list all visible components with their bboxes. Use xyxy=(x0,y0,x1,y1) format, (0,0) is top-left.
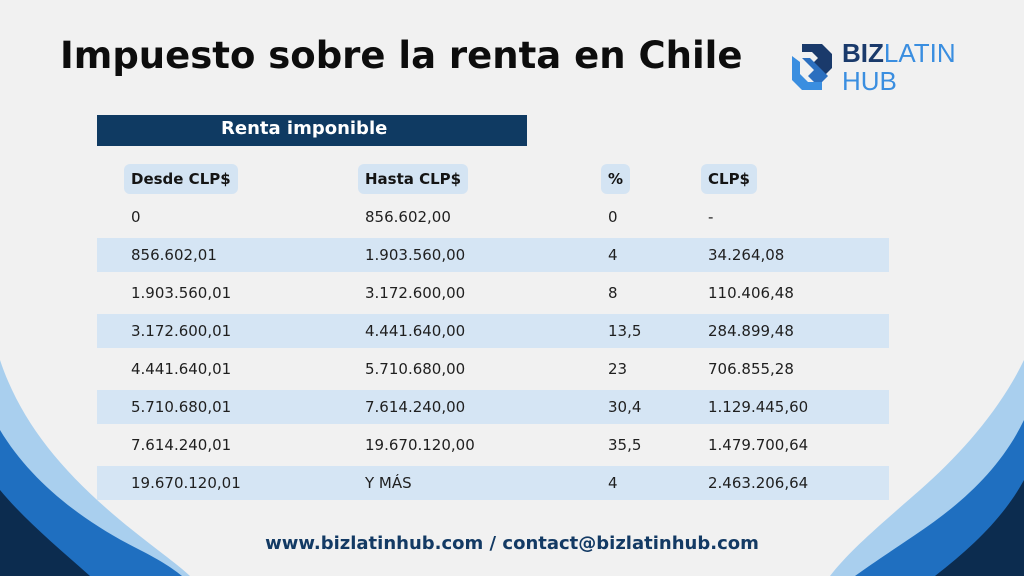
section-header-bar: Renta imponible xyxy=(97,115,527,146)
cell-percent: 13,5 xyxy=(608,322,642,340)
table-row: 5.710.680,01 7.614.240,00 30,4 1.129.445… xyxy=(97,390,889,424)
bizlatinhub-logo: BIZLATIN HUB xyxy=(788,38,978,98)
table-row: 1.903.560,01 3.172.600,00 8 110.406,48 xyxy=(97,276,889,310)
cell-hasta: 4.441.640,00 xyxy=(365,322,466,340)
table-row: 4.441.640,01 5.710.680,00 23 706.855,28 xyxy=(97,352,889,386)
cell-percent: 4 xyxy=(608,474,618,492)
column-header-desde: Desde CLP$ xyxy=(124,164,238,194)
cell-percent: 0 xyxy=(608,208,618,226)
table-row: 3.172.600,01 4.441.640,00 13,5 284.899,4… xyxy=(97,314,889,348)
cell-clp: - xyxy=(708,208,714,226)
table-row: 19.670.120,01 Y MÁS 4 2.463.206,64 xyxy=(97,466,889,500)
cell-hasta: Y MÁS xyxy=(365,474,412,492)
cell-desde: 19.670.120,01 xyxy=(131,474,241,492)
cell-clp: 706.855,28 xyxy=(708,360,794,378)
cell-desde: 1.903.560,01 xyxy=(131,284,232,302)
cell-hasta: 19.670.120,00 xyxy=(365,436,475,454)
cell-desde: 0 xyxy=(131,208,141,226)
column-header-percent: % xyxy=(601,164,631,194)
column-header-clp: CLP$ xyxy=(701,164,757,194)
cell-hasta: 856.602,00 xyxy=(365,208,451,226)
cell-percent: 23 xyxy=(608,360,628,378)
cell-clp: 2.463.206,64 xyxy=(708,474,809,492)
logo-hub-text: HUB xyxy=(842,66,897,96)
column-header-hasta: Hasta CLP$ xyxy=(358,164,469,194)
cell-percent: 4 xyxy=(608,246,618,264)
logo-mark-icon xyxy=(792,44,832,90)
cell-clp: 284.899,48 xyxy=(708,322,794,340)
table-row: 0 856.602,00 0 - xyxy=(97,200,889,234)
table-row: 856.602,01 1.903.560,00 4 34.264,08 xyxy=(97,238,889,272)
footer-contact[interactable]: www.bizlatinhub.com / contact@bizlatinhu… xyxy=(265,533,759,554)
cell-hasta: 3.172.600,00 xyxy=(365,284,466,302)
cell-hasta: 5.710.680,00 xyxy=(365,360,466,378)
cell-desde: 856.602,01 xyxy=(131,246,217,264)
logo-wordmark-line1: BIZLATIN xyxy=(842,40,956,66)
page-title: Impuesto sobre la renta en Chile xyxy=(60,34,743,77)
cell-hasta: 1.903.560,00 xyxy=(365,246,466,264)
logo-biz-text: BIZ xyxy=(842,38,884,68)
tax-table: 0 856.602,00 0 - 856.602,01 1.903.560,00… xyxy=(97,200,889,504)
table-row: 7.614.240,01 19.670.120,00 35,5 1.479.70… xyxy=(97,428,889,462)
logo-latin-text: LATIN xyxy=(883,38,956,68)
cell-hasta: 7.614.240,00 xyxy=(365,398,466,416)
cell-percent: 35,5 xyxy=(608,436,642,454)
cell-desde: 7.614.240,01 xyxy=(131,436,232,454)
logo-wordmark-line2: HUB xyxy=(842,68,897,94)
cell-percent: 30,4 xyxy=(608,398,642,416)
section-header-label: Renta imponible xyxy=(221,118,388,139)
cell-clp: 1.129.445,60 xyxy=(708,398,809,416)
cell-desde: 4.441.640,01 xyxy=(131,360,232,378)
cell-desde: 3.172.600,01 xyxy=(131,322,232,340)
cell-desde: 5.710.680,01 xyxy=(131,398,232,416)
cell-percent: 8 xyxy=(608,284,618,302)
cell-clp: 110.406,48 xyxy=(708,284,794,302)
cell-clp: 1.479.700,64 xyxy=(708,436,809,454)
cell-clp: 34.264,08 xyxy=(708,246,785,264)
